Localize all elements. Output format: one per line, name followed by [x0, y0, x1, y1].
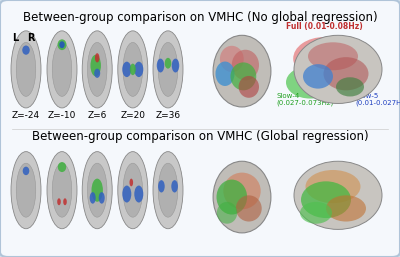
Ellipse shape	[22, 45, 30, 55]
Ellipse shape	[294, 35, 382, 104]
Ellipse shape	[118, 31, 148, 108]
Ellipse shape	[58, 39, 66, 50]
Text: Z=-24: Z=-24	[12, 111, 40, 120]
Text: L: L	[13, 33, 19, 43]
Ellipse shape	[293, 37, 356, 80]
Ellipse shape	[47, 31, 77, 108]
Ellipse shape	[92, 179, 103, 202]
Text: Full (0.01-0.08Hz): Full (0.01-0.08Hz)	[286, 22, 363, 31]
Ellipse shape	[158, 180, 165, 192]
Text: Slow-5
(0.01-0.027Hz): Slow-5 (0.01-0.027Hz)	[356, 93, 400, 106]
Ellipse shape	[52, 42, 72, 96]
Text: Z=-10: Z=-10	[48, 111, 76, 120]
Ellipse shape	[238, 76, 259, 98]
Ellipse shape	[303, 64, 333, 89]
Ellipse shape	[172, 59, 179, 72]
Ellipse shape	[153, 152, 183, 229]
Ellipse shape	[134, 186, 143, 203]
Ellipse shape	[16, 163, 36, 217]
Ellipse shape	[90, 192, 96, 204]
Ellipse shape	[171, 180, 178, 192]
Text: Slow-4
(0.027-0.073Hz): Slow-4 (0.027-0.073Hz)	[276, 93, 334, 106]
Ellipse shape	[286, 66, 334, 98]
Ellipse shape	[11, 152, 41, 229]
Ellipse shape	[90, 55, 101, 76]
Ellipse shape	[57, 198, 61, 205]
Ellipse shape	[82, 31, 112, 108]
Ellipse shape	[58, 162, 66, 172]
Ellipse shape	[130, 64, 136, 75]
Ellipse shape	[230, 62, 256, 90]
Ellipse shape	[217, 202, 237, 224]
Ellipse shape	[59, 41, 65, 48]
Ellipse shape	[300, 202, 332, 224]
Ellipse shape	[326, 195, 366, 222]
Ellipse shape	[11, 31, 41, 108]
Ellipse shape	[294, 161, 382, 230]
Ellipse shape	[236, 195, 262, 222]
Ellipse shape	[220, 46, 244, 72]
Ellipse shape	[95, 53, 100, 62]
Ellipse shape	[52, 163, 72, 217]
Ellipse shape	[122, 186, 131, 203]
Ellipse shape	[23, 167, 29, 175]
Text: Between-group comparison on VMHC (No global regression): Between-group comparison on VMHC (No glo…	[23, 12, 377, 24]
Ellipse shape	[63, 198, 67, 205]
Ellipse shape	[88, 42, 107, 96]
Ellipse shape	[82, 152, 112, 229]
Ellipse shape	[232, 50, 259, 80]
Ellipse shape	[157, 59, 164, 72]
Ellipse shape	[134, 62, 143, 77]
Ellipse shape	[165, 58, 171, 69]
Text: Z=6: Z=6	[88, 111, 107, 120]
Ellipse shape	[94, 69, 100, 78]
Ellipse shape	[308, 42, 358, 70]
Ellipse shape	[130, 179, 133, 186]
Ellipse shape	[122, 62, 131, 77]
Ellipse shape	[99, 192, 105, 204]
Ellipse shape	[306, 170, 360, 203]
Text: Z=36: Z=36	[156, 111, 180, 120]
Ellipse shape	[223, 173, 261, 209]
Ellipse shape	[336, 77, 364, 96]
Ellipse shape	[47, 152, 77, 229]
Ellipse shape	[123, 163, 142, 217]
Ellipse shape	[216, 180, 247, 215]
Text: R: R	[27, 33, 35, 43]
Text: Between-group comparison on VMHC (Global regression): Between-group comparison on VMHC (Global…	[32, 130, 368, 143]
Ellipse shape	[301, 181, 351, 218]
Ellipse shape	[320, 66, 368, 98]
Ellipse shape	[16, 42, 36, 96]
Ellipse shape	[88, 163, 107, 217]
Ellipse shape	[213, 35, 271, 107]
Ellipse shape	[123, 42, 142, 96]
Ellipse shape	[216, 61, 234, 86]
Text: Z=20: Z=20	[120, 111, 145, 120]
Ellipse shape	[158, 42, 178, 96]
Ellipse shape	[324, 57, 368, 90]
Ellipse shape	[158, 163, 178, 217]
Ellipse shape	[213, 161, 271, 233]
Ellipse shape	[118, 152, 148, 229]
Ellipse shape	[153, 31, 183, 108]
